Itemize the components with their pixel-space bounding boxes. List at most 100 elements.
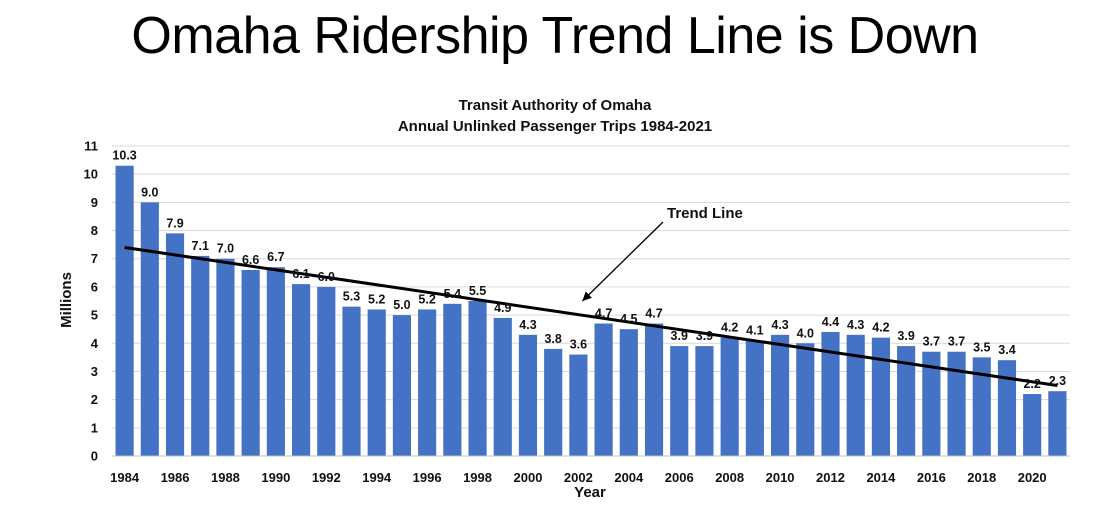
y-tick-label: 6 xyxy=(91,279,98,294)
bar-2013 xyxy=(846,334,865,456)
x-tick-label: 1992 xyxy=(312,470,341,485)
slide-title: Omaha Ridership Trend Line is Down xyxy=(131,7,979,65)
bar-2006 xyxy=(670,346,689,456)
data-label-2019: 3.4 xyxy=(998,343,1015,357)
data-label-1986: 7.9 xyxy=(166,216,183,230)
chart-subtitle: Annual Unlinked Passenger Trips 1984-202… xyxy=(397,118,713,135)
bar-2016 xyxy=(922,351,941,456)
bar-2000 xyxy=(518,334,538,456)
data-label-2008: 4.2 xyxy=(721,321,738,335)
bar-1987 xyxy=(191,255,210,456)
x-tick-label: 1996 xyxy=(413,470,442,485)
x-tick-label: 2000 xyxy=(514,470,543,485)
data-label-1984: 10.3 xyxy=(112,149,136,163)
data-label-1985: 9.0 xyxy=(141,185,158,199)
y-axis-title: Millions xyxy=(58,272,75,328)
data-labels: 10.3 9.0 7.9 7.1 7.0 6.6 6.7 6.1 6.0 5.3 5.2 5.0 5.2… xyxy=(112,149,1066,391)
data-label-2018: 3.5 xyxy=(973,340,990,354)
data-label-1999: 4.9 xyxy=(494,301,511,315)
data-label-1987: 7.1 xyxy=(192,239,209,253)
bar-1988 xyxy=(216,258,235,456)
x-tick-label: 1986 xyxy=(161,470,190,485)
data-label-2002: 3.6 xyxy=(570,338,587,352)
x-tick-label: 2006 xyxy=(665,470,694,485)
data-label-1993: 5.3 xyxy=(343,290,360,304)
annotation-arrowhead xyxy=(582,291,592,301)
bar-1999 xyxy=(493,317,512,456)
bars xyxy=(115,165,1067,456)
trend-line-group xyxy=(124,221,1058,388)
data-label-2007: 3.9 xyxy=(696,329,713,343)
y-tick-label: 9 xyxy=(91,195,98,210)
y-tick-label: 3 xyxy=(91,364,98,379)
bar-2007 xyxy=(695,346,714,456)
x-tick-label: 2016 xyxy=(917,470,946,485)
bar-1995 xyxy=(392,315,411,456)
x-tick-label: 2010 xyxy=(766,470,795,485)
data-label-1989: 6.6 xyxy=(242,253,259,267)
data-label-2017: 3.7 xyxy=(948,335,965,349)
x-tick-label: 1994 xyxy=(362,470,392,485)
data-label-2020: 2.2 xyxy=(1023,377,1040,391)
bar-2020 xyxy=(1023,394,1042,456)
y-tick-label: 0 xyxy=(91,449,98,464)
data-label-2015: 3.9 xyxy=(897,329,914,343)
data-label-2005: 4.7 xyxy=(645,307,662,321)
bar-2014 xyxy=(871,337,890,456)
bar-1984 xyxy=(115,165,134,456)
data-label-2011: 4.0 xyxy=(797,326,814,340)
data-label-2000: 4.3 xyxy=(519,318,536,332)
chart-title: Transit Authority of Omaha xyxy=(458,97,652,114)
bar-2009 xyxy=(745,340,764,456)
bar-2021 xyxy=(1048,391,1067,456)
y-tick-label: 11 xyxy=(84,139,98,154)
data-label-2012: 4.4 xyxy=(822,315,839,329)
bar-1989 xyxy=(241,270,260,456)
y-tick-label: 5 xyxy=(91,308,98,323)
bar-1998 xyxy=(468,301,487,456)
x-tick-label: 2004 xyxy=(614,470,644,485)
bar-2001 xyxy=(544,348,563,456)
data-label-1990: 6.7 xyxy=(267,250,284,264)
bar-2012 xyxy=(821,332,840,456)
bar-1997 xyxy=(443,303,462,456)
x-tick-label: 2012 xyxy=(816,470,845,485)
x-tick-label: 2008 xyxy=(715,470,744,485)
data-label-1998: 5.5 xyxy=(469,284,486,298)
data-label-1996: 5.2 xyxy=(418,292,435,306)
x-tick-label: 2014 xyxy=(866,470,896,485)
bar-2005 xyxy=(644,323,664,456)
data-label-2006: 3.9 xyxy=(671,329,688,343)
y-tick-label: 8 xyxy=(91,223,98,238)
axes: 0 1 2 3 4 5 6 7 8 9 10 11 1984 1986 1988 1990 1992 1994 19… xyxy=(84,139,1070,485)
data-label-2010: 4.3 xyxy=(771,318,788,332)
data-label-2021: 2.3 xyxy=(1049,374,1066,388)
data-label-2016: 3.7 xyxy=(923,335,940,349)
bar-2018 xyxy=(972,357,991,456)
data-label-1991: 6.1 xyxy=(292,267,309,281)
bar-2015 xyxy=(897,346,916,456)
bar-2004 xyxy=(619,329,638,456)
data-label-2009: 4.1 xyxy=(746,323,763,337)
x-tick-label: 1998 xyxy=(463,470,492,485)
bar-2002 xyxy=(569,354,588,456)
data-label-1995: 5.0 xyxy=(393,298,410,312)
bar-1991 xyxy=(292,284,311,456)
y-tick-label: 4 xyxy=(91,336,99,351)
data-label-2003: 4.7 xyxy=(595,307,612,321)
trend-line-annotation: Trend Line xyxy=(667,205,743,222)
trend-line xyxy=(124,245,1058,388)
data-label-2013: 4.3 xyxy=(847,318,864,332)
data-label-2004: 4.5 xyxy=(620,312,637,326)
x-tick-label: 1984 xyxy=(110,470,140,485)
bar-1992 xyxy=(317,286,336,456)
data-label-2001: 3.8 xyxy=(544,332,561,346)
bar-2011 xyxy=(796,343,815,456)
x-tick-label: 2002 xyxy=(564,470,593,485)
y-tick-label: 10 xyxy=(84,167,98,182)
annotation-arrow xyxy=(581,221,664,302)
bar-1990 xyxy=(266,267,285,456)
x-tick-label: 1988 xyxy=(211,470,240,485)
bar-2008 xyxy=(720,337,739,456)
